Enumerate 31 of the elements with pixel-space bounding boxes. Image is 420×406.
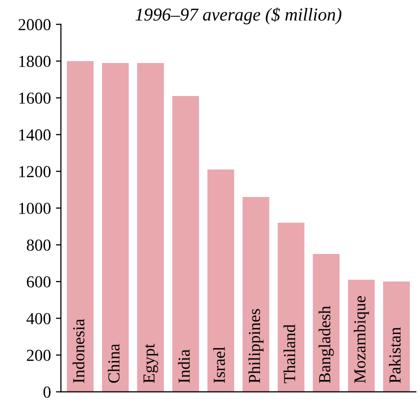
y-tick-label: 1000 (19, 202, 51, 214)
bar (242, 197, 270, 392)
bar (312, 254, 340, 392)
x-tick-label: Bangladesh (318, 306, 334, 383)
y-tick-label: 600 (26, 276, 51, 288)
y-tick-label: 800 (26, 240, 51, 251)
chart-title: 1996–97 average ($ million) (135, 7, 342, 24)
bar (172, 96, 199, 392)
bar (137, 62, 164, 392)
x-tick-label: Egypt (144, 344, 158, 383)
bar (383, 282, 410, 392)
x-tick-label: Israel (213, 346, 225, 383)
y-tick-label: 1800 (19, 56, 51, 68)
bar (278, 222, 304, 392)
x-tick-label: Philippines (248, 309, 264, 383)
bar (66, 61, 94, 392)
x-tick-label: Mozambique (354, 296, 369, 383)
x-tick-label: China (108, 344, 120, 383)
bar (207, 169, 234, 392)
x-tick-label: Pakistan (388, 327, 401, 383)
y-tick-label: 2000 (18, 19, 51, 30)
bar (102, 62, 129, 392)
x-tick-label: Thailand (284, 324, 296, 384)
y-tick-label: 400 (26, 313, 51, 324)
y-tick-label: 200 (26, 350, 51, 361)
x-tick-label: India (178, 349, 190, 383)
y-tick-label: 1600 (19, 92, 51, 104)
y-tick-label: 1400 (19, 129, 51, 141)
x-tick-label: Indonesia (72, 318, 84, 383)
y-tick-label: 0 (43, 386, 51, 398)
y-tick-label: 1200 (19, 166, 51, 178)
